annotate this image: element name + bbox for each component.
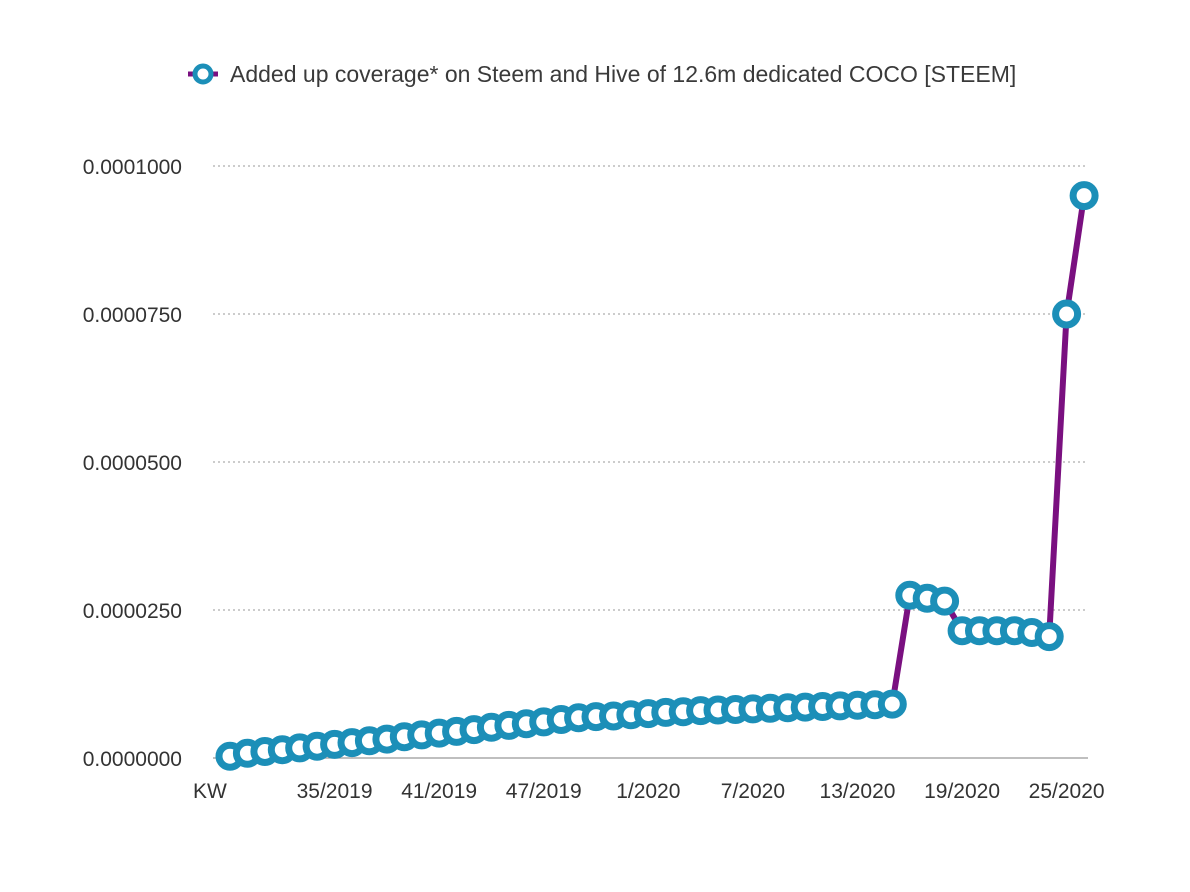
x-tick-label: 7/2020: [721, 780, 785, 803]
data-point: [930, 586, 960, 616]
x-tick-label: 19/2020: [924, 780, 1000, 803]
x-tick-label: KW: [193, 780, 227, 803]
x-tick-label: 13/2020: [820, 780, 896, 803]
y-tick-label: 0.0000250: [83, 600, 182, 623]
legend[interactable]: Added up coverage* on Steem and Hive of …: [188, 58, 1016, 90]
x-tick-label: 1/2020: [616, 780, 680, 803]
x-tick-label: 25/2020: [1029, 780, 1105, 803]
x-tick-label: 35/2019: [297, 780, 373, 803]
legend-marker-icon: [188, 59, 218, 89]
data-point: [877, 689, 907, 719]
y-tick-label: 0.0001000: [83, 156, 182, 179]
x-tick-label: 47/2019: [506, 780, 582, 803]
data-point: [1069, 181, 1099, 211]
x-tick-label: 41/2019: [401, 780, 477, 803]
legend-label: Added up coverage* on Steem and Hive of …: [230, 60, 1017, 87]
y-tick-label: 0.0000500: [83, 452, 182, 475]
series-line: [227, 192, 1088, 760]
y-tick-label: 0.0000750: [83, 304, 182, 327]
data-point: [1034, 622, 1064, 652]
y-tick-label: 0.0000000: [83, 748, 182, 771]
data-point: [1052, 299, 1082, 329]
